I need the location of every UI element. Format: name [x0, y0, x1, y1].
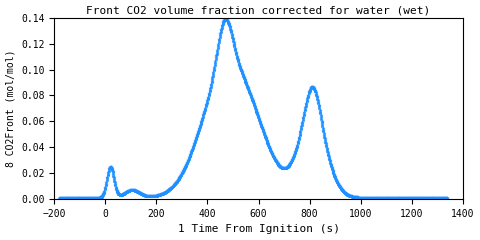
Y-axis label: 8 CO2Front (mol/mol): 8 CO2Front (mol/mol) [6, 50, 15, 167]
X-axis label: 1 Time From Ignition (s): 1 Time From Ignition (s) [178, 224, 339, 234]
Title: Front CO2 volume fraction corrected for water (wet): Front CO2 volume fraction corrected for … [86, 6, 431, 16]
